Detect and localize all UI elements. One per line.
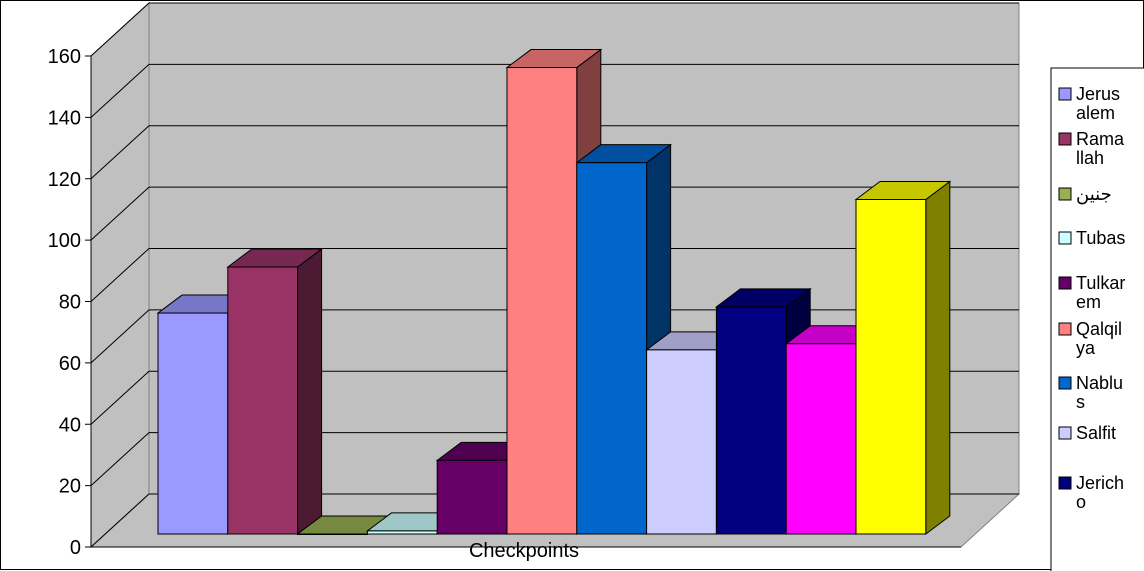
bar-5	[506, 67, 578, 535]
legend-label-6: Nablu	[1076, 373, 1123, 393]
bar-6	[576, 162, 648, 535]
legend-swatch-0	[1058, 87, 1072, 101]
legend-swatch-8	[1058, 476, 1072, 490]
x-axis-label: Checkpoints	[469, 540, 579, 562]
y-tick-label-6: 120	[48, 169, 81, 191]
legend-label-8-1: o	[1076, 492, 1086, 512]
legend-label-0: Jerus	[1076, 84, 1120, 104]
legend-swatch-3	[1058, 231, 1072, 245]
bar-7	[646, 349, 717, 535]
bar-8	[715, 306, 787, 535]
legend-label-1-1: llah	[1076, 148, 1104, 168]
legend-label-5-1: ya	[1076, 338, 1096, 358]
y-tick-label-7: 140	[48, 107, 81, 129]
y-tick-label-0: 0	[70, 537, 81, 559]
bar-2	[297, 533, 368, 535]
legend-swatch-1	[1058, 132, 1072, 146]
bar-4	[436, 459, 508, 535]
legend-swatch-7	[1058, 426, 1072, 440]
legend-swatch-6	[1058, 376, 1072, 390]
gridline-5	[90, 186, 1019, 241]
legend-label-6-1: s	[1076, 392, 1085, 412]
gridline-8	[90, 2, 1019, 57]
y-tick-label-5: 100	[48, 230, 81, 252]
legend-swatch-4	[1058, 276, 1072, 290]
legend-label-4: Tulkar	[1076, 273, 1125, 293]
legend-label-2: جنين	[1076, 184, 1112, 205]
gridline-4	[90, 248, 1019, 302]
y-tick-label-1: 20	[59, 476, 81, 498]
legend-label-5: Qalqil	[1076, 319, 1122, 339]
y-tick-label-8: 160	[48, 46, 81, 68]
y-tick-label-4: 80	[59, 292, 81, 314]
gridline-7	[90, 63, 1019, 118]
legend-label-7: Salfit	[1076, 423, 1116, 443]
legend-label-1: Rama	[1076, 129, 1125, 149]
bar-3	[366, 530, 438, 535]
bar-10	[855, 199, 927, 535]
legend-label-0-1: alem	[1076, 103, 1115, 123]
y-tick-label-3: 60	[59, 353, 81, 375]
bar-side-1	[297, 248, 323, 535]
legend-swatch-2	[1058, 187, 1072, 201]
legend-swatch-5	[1058, 322, 1072, 336]
bar-side-10	[925, 180, 951, 535]
bar-1	[227, 266, 299, 535]
bar-9	[785, 343, 857, 535]
bar-0	[157, 312, 229, 535]
legend-label-4-1: em	[1076, 292, 1101, 312]
y-tick-label-2: 40	[59, 414, 81, 436]
gridline-6	[90, 125, 1019, 180]
legend-label-8: Jerich	[1076, 473, 1124, 493]
legend-label-3: Tubas	[1076, 228, 1125, 248]
